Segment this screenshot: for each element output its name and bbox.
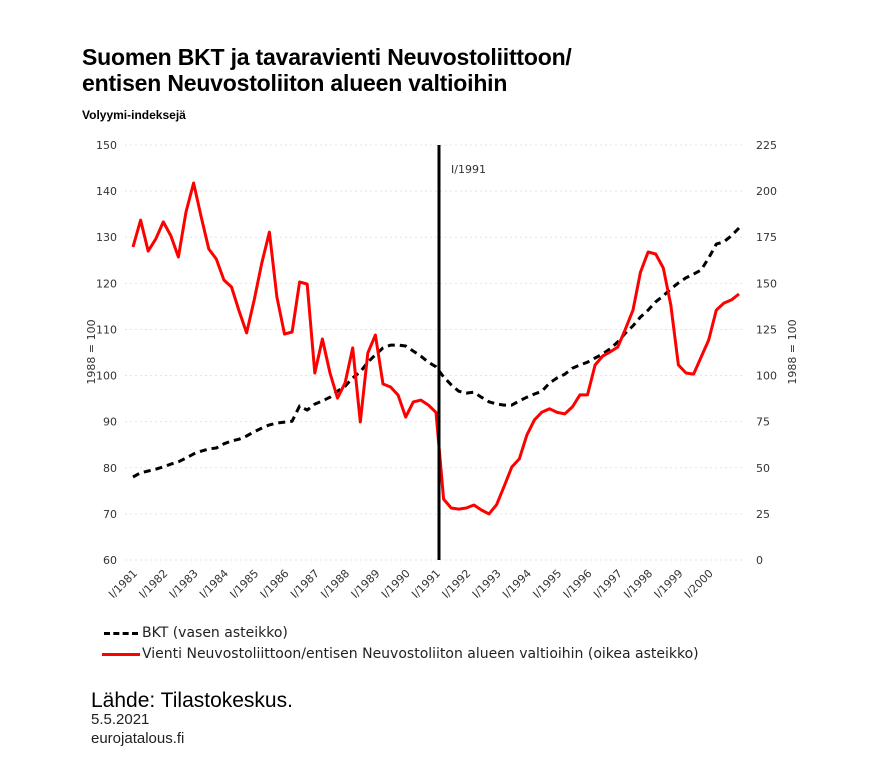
- x-tick-label: I/1995: [530, 567, 564, 601]
- y-tick-right-label: 175: [756, 231, 777, 244]
- x-tick-label: I/1993: [470, 567, 504, 601]
- y-tick-right-label: 75: [756, 416, 770, 429]
- vertical-marker-label: I/1991: [451, 163, 486, 176]
- x-tick-label: I/1982: [137, 567, 171, 601]
- x-tick-label: I/1996: [561, 567, 595, 601]
- y-tick-left-label: 120: [96, 277, 117, 290]
- y-tick-right-label: 0: [756, 554, 763, 567]
- legend-item-bkt: BKT (vasen asteikko): [100, 622, 699, 643]
- line-chart: 60 70 80 90 100 110 120 130 140 150 0 25 50 75 100 125…: [85, 139, 799, 601]
- legend-item-vienti: Vienti Neuvostoliittoon/entisen Neuvosto…: [100, 643, 699, 664]
- gridlines: [125, 144, 742, 561]
- y-axis-right: 0 25 50 75 100 125 150 175 200 225: [756, 139, 777, 567]
- x-tick-label: I/1991: [409, 567, 443, 601]
- x-tick-label: I/1999: [652, 567, 686, 601]
- annotation-group: I/1991: [437, 145, 486, 560]
- x-axis: I/1981I/1982I/1983I/1984I/1985I/1986I/19…: [106, 567, 716, 601]
- y-tick-right-label: 25: [756, 508, 770, 521]
- y-axis-left: 60 70 80 90 100 110 120 130 140 150: [96, 139, 117, 567]
- chart-subtitle: Volyymi-indeksejä: [82, 108, 186, 122]
- series-group: [131, 181, 741, 516]
- source-text: Lähde: Tilastokeskus.: [91, 689, 293, 712]
- x-tick-label: I/1992: [440, 567, 474, 601]
- legend: BKT (vasen asteikko) Vienti Neuvostoliit…: [100, 622, 699, 664]
- y-axis-right-title: 1988 = 100: [786, 319, 799, 384]
- y-tick-left-label: 150: [96, 139, 117, 152]
- series-line-vienti: [131, 181, 740, 516]
- x-tick-label: I/1984: [197, 567, 231, 601]
- x-tick-label: I/1990: [379, 567, 413, 601]
- y-tick-right-label: 200: [756, 185, 777, 198]
- site-name: eurojatalous.fi: [91, 730, 185, 747]
- y-tick-left-label: 130: [96, 231, 117, 244]
- y-tick-right-label: 125: [756, 323, 777, 336]
- x-tick-label: I/1981: [106, 567, 140, 601]
- y-tick-left-label: 70: [103, 508, 117, 521]
- y-tick-left-label: 60: [103, 554, 117, 567]
- y-tick-right-label: 50: [756, 462, 770, 475]
- x-tick-label: I/1994: [500, 567, 534, 601]
- legend-label-bkt: BKT (vasen asteikko): [142, 624, 288, 641]
- x-tick-label: I/1988: [318, 567, 352, 601]
- x-tick-label: I/1983: [167, 567, 201, 601]
- x-tick-label: I/1986: [258, 567, 292, 601]
- x-tick-label: I/2000: [682, 567, 716, 601]
- chart-title: Suomen BKT ja tavaravienti Neuvostoliitt…: [82, 44, 782, 96]
- x-tick-label: I/1989: [349, 567, 383, 601]
- y-tick-left-label: 90: [103, 416, 117, 429]
- y-tick-right-label: 225: [756, 139, 777, 152]
- legend-swatch-dashed-black: [100, 628, 140, 638]
- y-tick-left-label: 110: [96, 323, 117, 336]
- y-tick-right-label: 150: [756, 277, 777, 290]
- publish-date: 5.5.2021: [91, 711, 150, 728]
- legend-swatch-solid-red: [100, 649, 140, 659]
- y-tick-left-label: 80: [103, 462, 117, 475]
- y-tick-right-label: 100: [756, 370, 777, 383]
- y-tick-left-label: 100: [96, 370, 117, 383]
- x-tick-label: I/1998: [621, 567, 655, 601]
- y-tick-left-label: 140: [96, 185, 117, 198]
- x-tick-label: I/1997: [591, 567, 625, 601]
- x-tick-label: I/1985: [227, 567, 261, 601]
- chart-title-line-2: entisen Neuvostoliiton alueen valtioihin: [82, 70, 508, 96]
- series-line-bkt: [132, 226, 741, 479]
- x-tick-label: I/1987: [288, 567, 322, 601]
- y-axis-left-title: 1988 = 100: [85, 319, 98, 384]
- legend-label-vienti: Vienti Neuvostoliittoon/entisen Neuvosto…: [142, 645, 699, 662]
- chart-title-line-1: Suomen BKT ja tavaravienti Neuvostoliitt…: [82, 44, 572, 70]
